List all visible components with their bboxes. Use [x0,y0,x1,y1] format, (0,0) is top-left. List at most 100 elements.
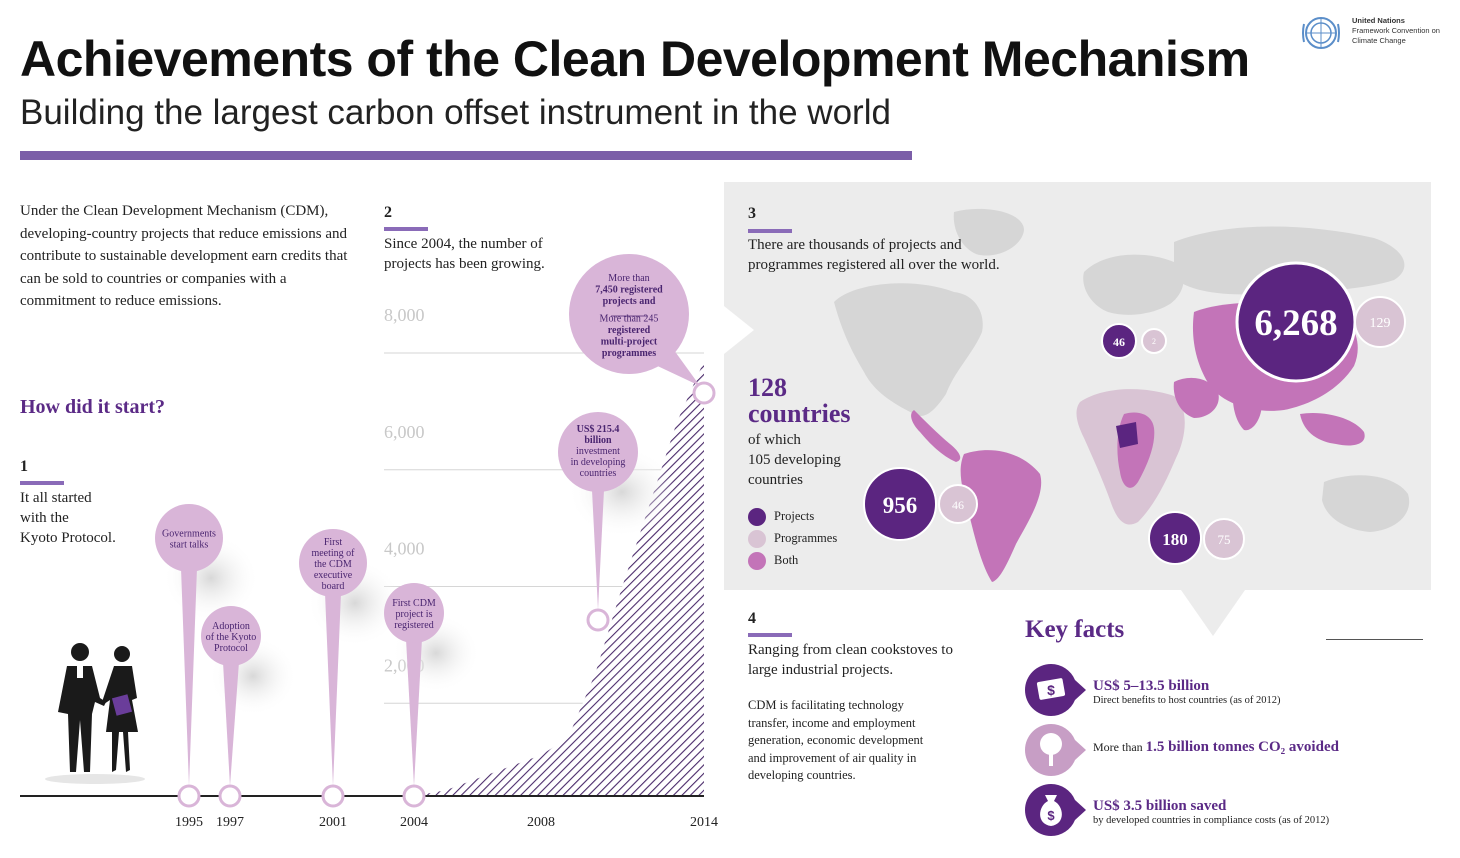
countries-count-block: 128 countries [748,375,851,427]
section4-number: 4 [748,610,756,627]
map-panel-pointer [1181,590,1245,636]
event-balloon [155,504,223,572]
europe-programmes-value: 2 [1152,337,1156,346]
investment-label: investment [576,446,620,457]
section1-bar [20,481,64,485]
event-balloon [384,583,444,643]
fact-savings-sub: by developed countries in compliance cos… [1093,815,1330,826]
latam-projects-value: 956 [883,493,918,518]
event-label: registered [394,620,433,631]
total-label: projects and [603,296,656,307]
section4-line2: large industrial projects. [748,662,894,678]
of-which-label: of which [748,432,801,448]
developing-line1: 105 developing [748,452,841,468]
total-label: programmes [602,348,656,359]
how-did-it-start-heading: How did it start? [20,396,165,418]
map-panel-notch [724,306,754,354]
total-label: 7,450 registered [595,285,663,296]
fact-emissions-prefix: More than [1093,740,1146,754]
total-label: More than 245 [600,314,659,325]
central-america-shape [911,410,961,462]
fact-benefits-main: US$ 5–13.5 billion [1093,678,1210,694]
latam-programmes-value: 46 [952,498,964,512]
money-bag-icon: $ [1025,784,1086,836]
y-tick-label: 8,000 [384,305,425,325]
event-label: Adoption [212,621,250,632]
investment-balloon [558,412,638,492]
south-america-shape [960,450,1042,582]
india-shape [1232,380,1262,431]
dollar-bill-icon: $ [1025,664,1086,716]
section4-body-line2: transfer, income and employment [748,715,916,730]
key-facts-heading: Key facts [1025,616,1125,643]
x-tick-label: 2014 [690,815,718,830]
section4-text: Ranging from clean cookstoves to large i… [748,640,953,680]
legend-both-label: Both [774,552,799,567]
section4-body: CDM is facilitating technology transfer,… [748,697,923,785]
investment-label: in developing [571,457,626,468]
region-africa-bubbles: 180 75 [1148,511,1245,565]
section2-line1: Since 2004, the number of [384,236,543,252]
section1-number: 1 [20,458,28,475]
event-label: project is [396,609,433,620]
countries-word: countries [748,399,851,428]
x-tick-label: 2008 [527,815,555,830]
event-label: Governments [162,529,216,540]
section2-line2: projects has been growing. [384,256,545,272]
legend-both-swatch [748,552,766,570]
event-label: Protocol [214,643,248,654]
legend-projects-label: Projects [774,508,815,523]
unfccc-logo: United Nations Framework Convention on C… [1300,16,1440,52]
region-europe-bubbles: 46 2 [1101,323,1167,359]
legend-programmes-swatch [748,530,766,548]
middle-east-shape [1173,377,1219,418]
key-facts-rule [1326,639,1423,640]
investment-marker [586,608,610,632]
y-tick-label: 6,000 [384,422,425,442]
event-marker [402,784,426,808]
countries-count: 128 [748,373,787,402]
africa-projects-shape [1116,422,1138,448]
section4-body-line4: and improvement of air quality in [748,750,917,765]
europe-projects-value: 46 [1113,335,1125,349]
fact-savings-main: US$ 3.5 billion saved [1093,798,1227,814]
event-stem [406,639,422,786]
section1-line3: Kyoto Protocol. [20,530,116,546]
org-name-line1: United Nations [1352,16,1405,25]
section2-text: Since 2004, the number of projects has b… [384,234,545,274]
area-series [414,361,704,796]
section4-body-line3: generation, economic development [748,733,924,747]
investment-label: billion [584,435,612,446]
section3-line2: programmes registered all over the world… [748,257,1000,273]
region-bubbles: 956 46 180 75 46 2 6,268 129 [863,261,1406,565]
legend-both: Both [748,552,837,570]
x-tick-label: 1995 [175,815,203,830]
developing-line2: countries [748,472,803,488]
investment-stem [592,490,604,610]
region-latin-america-bubbles: 956 46 [863,467,978,541]
section4-bar [748,633,792,637]
section3-text: There are thousands of projects and prog… [748,235,1000,275]
asia-programmes-value: 129 [1370,316,1391,331]
section3-line1: There are thousands of projects and [748,237,962,253]
section4-body-line5: developing countries. [748,768,856,782]
event-label: executive [314,570,353,581]
event-label: First [324,537,343,548]
org-name-line2: Framework Convention on [1352,26,1440,35]
greenland-shape [953,208,1024,256]
legend-projects: Projects [748,508,837,526]
fact-benefits-sub: Direct benefits to host countries (as of… [1093,695,1281,706]
svg-text:$: $ [1047,808,1055,823]
page-subtitle: Building the largest carbon offset instr… [20,93,891,132]
x-tick-label: 2001 [319,815,347,830]
total-balloon [569,254,689,374]
total-label: registered [608,325,651,336]
section1-line1: It all started [20,490,92,506]
page-title: Achievements of the Clean Development Me… [20,31,1250,87]
total-label: multi-project [601,337,658,348]
event-label: First CDM [392,598,436,609]
